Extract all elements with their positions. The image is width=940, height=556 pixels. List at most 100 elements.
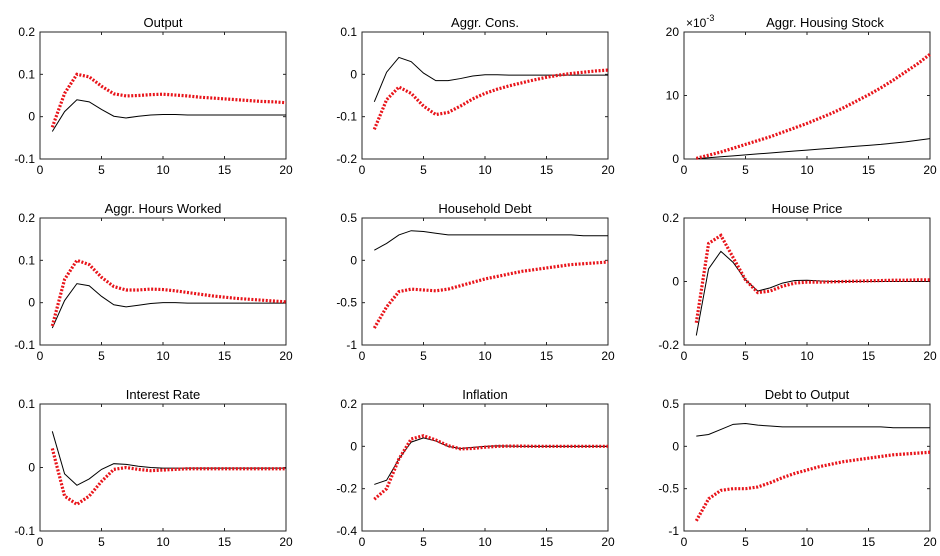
x-tick-label: 5 xyxy=(420,163,427,177)
x-tick-label: 0 xyxy=(37,535,44,549)
x-tick-label: 10 xyxy=(156,535,170,549)
x-tick-label: 10 xyxy=(478,163,492,177)
y-tick-label: 0.1 xyxy=(18,397,35,411)
y-tick-label: 0 xyxy=(350,253,357,267)
y-tick-label: 0 xyxy=(672,439,679,453)
x-tick-label: 0 xyxy=(681,535,688,549)
x-tick-label: 20 xyxy=(923,163,937,177)
x-tick-label: 20 xyxy=(279,349,293,363)
y-tick-label: -0.5 xyxy=(658,482,679,496)
y-tick-label: 20 xyxy=(666,25,680,39)
panel-8: Inflation 0 5 10 15 20 -0.4 -0.2 0 0.2 xyxy=(336,387,615,549)
series-solid-black-line xyxy=(51,99,286,132)
x-tick-label: 10 xyxy=(800,349,814,363)
series-solid-black-line xyxy=(696,138,931,160)
y-tick-label: -0.2 xyxy=(336,152,357,166)
x-tick-label: 15 xyxy=(218,163,232,177)
x-tick-label: 10 xyxy=(800,535,814,549)
x-tick-label: 20 xyxy=(601,349,615,363)
x-tick-label: 15 xyxy=(218,349,232,363)
y-tick-label: 10 xyxy=(666,89,680,103)
axes-box xyxy=(39,217,287,346)
panel-3: Aggr. Housing Stock ×10-3 0 5 10 15 20 0 10 20 xyxy=(666,13,937,177)
panel-title: Inflation xyxy=(462,387,508,402)
y-tick-label: -0.1 xyxy=(336,110,357,124)
panel-title: Output xyxy=(143,15,182,30)
series-solid-black-line xyxy=(696,422,930,437)
x-tick-label: 5 xyxy=(98,349,105,363)
y-tick-label: 0 xyxy=(28,461,35,475)
x-tick-label: 15 xyxy=(540,349,554,363)
x-tick-label: 5 xyxy=(742,163,749,177)
series-solid-black-line xyxy=(373,56,608,103)
y-tick-label: -0.1 xyxy=(14,152,35,166)
panel-title: Aggr. Housing Stock xyxy=(766,15,884,30)
x-tick-label: 15 xyxy=(540,535,554,549)
x-tick-label: 5 xyxy=(742,535,749,549)
x-tick-label: 5 xyxy=(98,535,105,549)
x-tick-label: 0 xyxy=(359,535,366,549)
y-tick-label: 0 xyxy=(672,152,679,166)
axes-box xyxy=(39,31,287,160)
axes-box xyxy=(361,403,609,532)
scale-factor-exponent: -3 xyxy=(706,13,714,23)
panel-title: House Price xyxy=(772,201,843,216)
panel-title: Interest Rate xyxy=(126,387,200,402)
axes-box xyxy=(683,31,931,160)
y-tick-label: 0.1 xyxy=(18,67,35,81)
y-tick-label: 0 xyxy=(350,439,357,453)
x-tick-label: 0 xyxy=(359,163,366,177)
axes-box xyxy=(361,217,609,346)
x-tick-label: 5 xyxy=(420,349,427,363)
y-tick-label: -0.4 xyxy=(336,524,357,538)
x-tick-label: 20 xyxy=(923,535,937,549)
series-dotted-red-line xyxy=(50,258,287,327)
x-tick-label: 0 xyxy=(37,349,44,363)
x-tick-label: 5 xyxy=(98,163,105,177)
y-tick-label: 0.2 xyxy=(662,211,679,225)
series-dotted-red-line xyxy=(372,260,609,329)
x-tick-label: 10 xyxy=(800,163,814,177)
y-tick-label: 0.1 xyxy=(340,25,357,39)
y-tick-label: 0 xyxy=(28,296,35,310)
axes-box xyxy=(39,403,287,532)
x-tick-label: 0 xyxy=(681,349,688,363)
y-tick-label: 0.2 xyxy=(340,397,357,411)
axes-box xyxy=(361,31,609,160)
axes-box xyxy=(683,403,931,532)
x-tick-label: 20 xyxy=(601,163,615,177)
scale-factor-label: ×10-3 xyxy=(686,13,714,30)
y-tick-label: -0.2 xyxy=(336,482,357,496)
x-tick-label: 5 xyxy=(742,349,749,363)
y-tick-label: 0 xyxy=(350,67,357,81)
y-tick-label: 0.1 xyxy=(18,253,35,267)
y-tick-label: -0.1 xyxy=(14,524,35,538)
panel-title: Debt to Output xyxy=(765,387,850,402)
y-tick-label: 0.2 xyxy=(18,211,35,225)
series-solid-black-line xyxy=(51,283,286,329)
series-dotted-red-line xyxy=(50,448,286,507)
series-dotted-red-line xyxy=(50,72,287,128)
x-tick-label: 10 xyxy=(156,349,170,363)
panel-title: Household Debt xyxy=(438,201,532,216)
series-dotted-red-line xyxy=(695,52,931,160)
y-tick-label: -0.5 xyxy=(336,296,357,310)
panel-9: Debt to Output 0 5 10 15 20 -1 -0.5 0 0.5 xyxy=(658,387,937,549)
x-tick-label: 15 xyxy=(862,163,876,177)
y-tick-label: 0 xyxy=(28,110,35,124)
x-tick-label: 10 xyxy=(478,349,492,363)
y-tick-label: 0.2 xyxy=(18,25,35,39)
x-tick-label: 0 xyxy=(681,163,688,177)
y-tick-label: 0.5 xyxy=(662,397,679,411)
x-tick-label: 15 xyxy=(862,535,876,549)
x-tick-label: 20 xyxy=(279,163,293,177)
panel-title: Aggr. Hours Worked xyxy=(105,201,222,216)
panel-5: Household Debt 0 5 10 15 20 -1 -0.5 0 0.5 xyxy=(336,201,615,363)
y-tick-label: -1 xyxy=(668,524,679,538)
series-dotted-red-line xyxy=(694,233,930,324)
scale-factor-base: ×10 xyxy=(686,16,707,30)
